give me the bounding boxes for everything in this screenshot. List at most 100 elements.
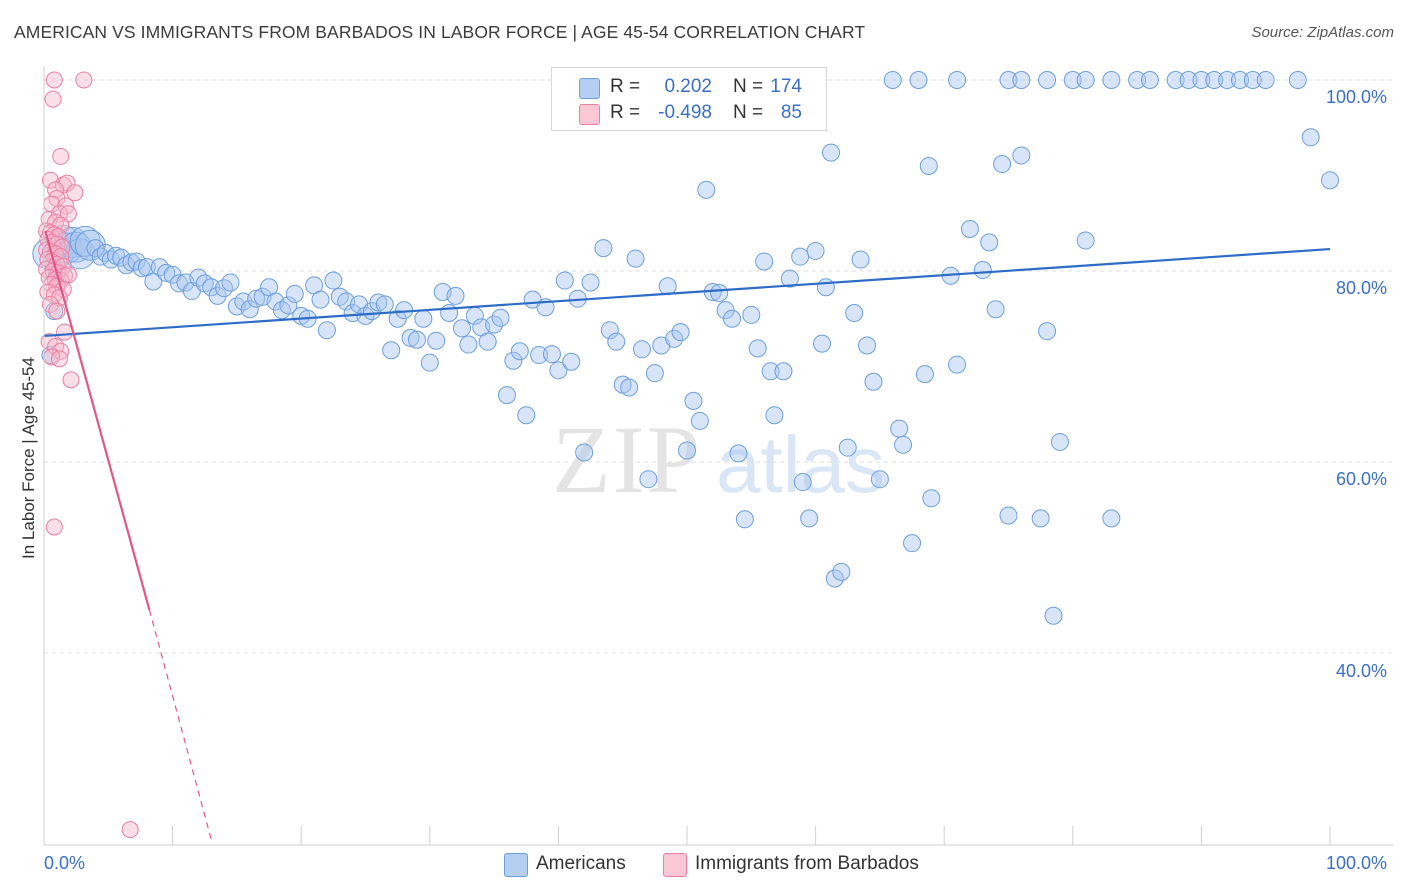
americans-point [594,239,613,258]
americans-point [510,342,529,361]
americans-point [414,309,433,328]
americans-point [690,411,709,430]
americans-point [678,441,696,460]
americans-point [793,473,812,492]
americans-point [401,328,420,347]
americans-point [903,534,922,553]
barbados-point [47,181,65,199]
americans-point [960,219,979,238]
americans-point [1128,71,1147,89]
barbados-trend-extension [148,609,212,840]
x-axis-min-label: 0.0% [44,853,86,873]
americans-point [1076,71,1095,89]
americans-point [658,277,677,296]
americans-point [1192,71,1211,89]
americans-point [870,470,889,489]
barbados-point [45,518,63,536]
x-axis-max-label: 100.0% [1326,853,1388,873]
americans-point [765,406,784,425]
americans-point [74,229,106,261]
barbados-point [45,71,63,89]
americans-point [723,309,742,328]
americans-points [32,71,1339,625]
barbados-swatch [579,104,600,125]
americans-point [697,180,716,199]
americans-point [864,372,883,391]
americans-point [517,406,536,425]
y-tick-100: 100.0% [1326,87,1388,107]
barbados-r-value: -0.498 [658,102,712,123]
legend-row-barbados: R = -0.498 N = 85 [552,101,826,127]
americans-point [973,261,992,280]
americans-point [1288,71,1307,89]
americans-point [806,241,825,260]
americans-point [562,352,581,371]
americans-point [1063,71,1082,89]
americans-point [620,378,639,397]
barbados-point [66,184,84,202]
americans-point [894,435,913,454]
americans-point [832,562,851,581]
americans-point [1031,509,1050,528]
americans-point [1012,146,1031,165]
americans-point [632,340,651,359]
americans-point [761,362,780,381]
barbados-n-label: N = [733,102,764,123]
americans-point [382,341,401,360]
americans-point [919,156,938,175]
americans-point [446,286,465,305]
barbados-point [48,302,66,320]
americans-point [1321,171,1339,190]
americans-point [684,391,703,410]
barbados-point [75,71,93,89]
americans-point [208,286,227,305]
americans-point [221,273,240,292]
americans-point [452,319,471,338]
americans-point [851,250,870,269]
bottom-americans-label: Americans [536,853,626,874]
americans-point [755,252,774,271]
americans-point [542,345,561,364]
americans-point [311,290,330,309]
americans-point [1044,606,1063,625]
americans-point [825,569,844,588]
americans-point [1076,231,1095,250]
source-label: Source: ZipAtlas.com [1251,24,1394,41]
axes [43,66,1393,846]
barbados-n-value: 85 [780,102,802,123]
legend-row-americans: R = 0.202 N = 174 [552,75,826,101]
americans-point [845,304,864,323]
americans-point [639,470,658,489]
americans-point [742,305,761,324]
americans-point [478,332,497,351]
grid-lines [44,79,1393,654]
americans-point [132,259,151,278]
americans-point [575,443,594,462]
trend-lines [43,230,1331,840]
barbados-point [52,147,70,165]
americans-trend-line [43,247,1331,338]
americans-point [600,321,619,340]
americans-point [375,295,394,314]
americans-point [581,273,600,292]
americans-point [324,271,343,290]
americans-point [813,334,832,353]
americans-point [915,365,934,384]
barbados-point [62,371,80,389]
americans-point [117,256,136,275]
americans-point [626,249,645,268]
americans-point [999,71,1018,89]
americans-point [1230,71,1249,89]
americans-point [922,489,941,508]
americans-point [1218,71,1237,89]
barbados-trend-line [44,230,151,611]
barbados-point [47,213,65,231]
americans-point [729,444,748,463]
watermark-zip: ZIP [552,406,702,513]
americans-n-value: 174 [770,76,802,97]
y-axis-title: In Labor Force | Age 45-54 [19,357,38,559]
barbados-point [121,821,139,839]
americans-point [800,509,819,528]
americans-point [1301,128,1320,147]
americans-point [86,239,105,258]
